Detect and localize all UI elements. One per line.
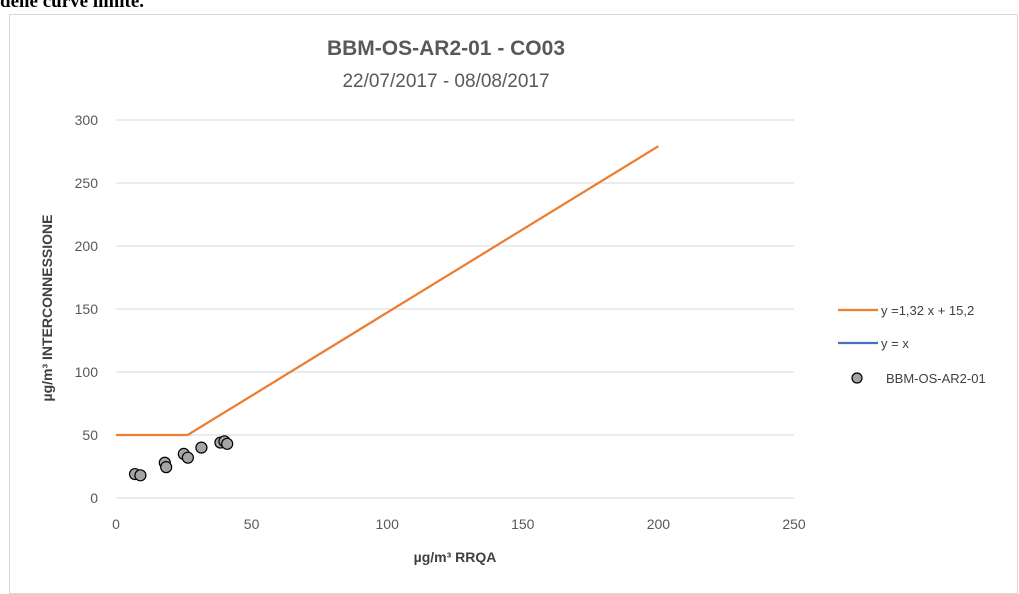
y-tick-label: 250 — [75, 175, 99, 191]
y-tick-label: 200 — [75, 238, 99, 254]
y-tick-label: 150 — [75, 301, 99, 317]
scatter-point — [181, 451, 194, 464]
legend-label-0: y =1,32 x + 15,2 — [881, 303, 974, 318]
x-axis-title: µg/m³ RRQA — [414, 549, 497, 565]
scatter-point — [160, 461, 173, 474]
legend: y =1,32 x + 15,2 y = x BBM-OS-AR2-01 — [838, 303, 986, 386]
y-tick-label: 300 — [75, 112, 99, 128]
series-line-0 — [116, 145, 659, 437]
x-tick-label: 100 — [376, 516, 400, 532]
x-tick-label: 50 — [244, 516, 260, 532]
legend-swatch-2 — [851, 372, 863, 384]
y-tick-label: 100 — [75, 364, 99, 380]
gridlines — [116, 119, 794, 499]
document-heading-fragment: delle curve limite. — [0, 0, 145, 12]
chart-frame — [9, 14, 1018, 594]
x-tick-labels: 0 50 100 150 200 250 — [112, 516, 806, 532]
legend-label-1: y = x — [881, 336, 909, 351]
y-tick-label: 50 — [82, 427, 98, 443]
chart-subtitle: 22/07/2017 - 08/08/2017 — [342, 71, 549, 92]
x-tick-label: 250 — [782, 516, 806, 532]
legend-label-2: BBM-OS-AR2-01 — [886, 371, 986, 386]
scatter-point — [195, 441, 208, 454]
scatter-points — [128, 435, 234, 482]
x-tick-label: 200 — [647, 516, 671, 532]
y-axis-title: µg/m³ INTERCONNESSIONE — [39, 215, 55, 402]
y-tick-labels: 0 50 100 150 200 250 300 — [75, 112, 99, 506]
scatter-point — [134, 469, 147, 482]
x-tick-label: 150 — [511, 516, 535, 532]
series-lines — [116, 145, 659, 437]
x-tick-label: 0 — [112, 516, 120, 532]
chart-title: BBM-OS-AR2-01 - CO03 — [327, 37, 565, 60]
scatter-point — [221, 437, 234, 450]
y-tick-label: 0 — [90, 490, 98, 506]
